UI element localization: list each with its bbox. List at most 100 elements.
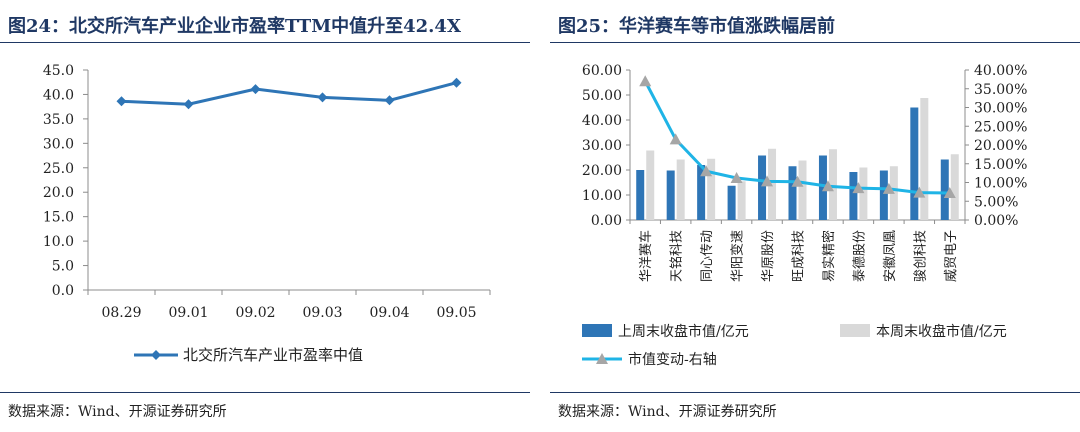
cap-change-point [943, 187, 956, 198]
last-week-cap-bar [940, 159, 949, 220]
this-week-cap-bar [646, 150, 655, 220]
last-week-cap-bar [849, 172, 858, 220]
cap-change-point [821, 180, 834, 192]
x-category-label: 华阳变速 [730, 230, 746, 282]
y-right-tick-label: 20.00% [974, 138, 1027, 154]
this-week-cap-bar [676, 159, 685, 220]
pe-median-line [121, 81, 457, 106]
last-week-cap-bar [758, 155, 767, 220]
y-tick-label: 20.0 [43, 185, 74, 201]
y-tick-label: 5.0 [52, 259, 74, 275]
left-chart-title: 图24：北交所汽车产业企业市盈率TTM中值升至42.4X [8, 16, 461, 37]
left-title-rule [0, 42, 530, 43]
this-week-cap-bar [768, 148, 777, 220]
y-left-tick-label: 40.00 [582, 113, 622, 129]
this-week-cap-bar [950, 154, 959, 220]
x-tick-label: 09.03 [302, 305, 342, 321]
legend-label: 北交所汽车产业市盈率中值 [183, 346, 363, 364]
this-week-cap-bar [707, 158, 716, 220]
x-category-label: 华洋赛车 [638, 230, 654, 282]
y-tick-label: 10.0 [43, 234, 74, 250]
cap-change-point [791, 175, 804, 187]
y-left-tick-label: 10.00 [582, 188, 622, 204]
y-tick-label: 40.0 [43, 87, 74, 103]
last-week-cap-bar [910, 107, 919, 220]
last-week-cap-bar [697, 165, 706, 220]
x-tick-label: 09.04 [369, 305, 409, 321]
x-category-label: 泰德股份 [852, 230, 867, 282]
cap-change-point [730, 172, 743, 183]
legend-this-week-label: 本周末收盘市值/亿元 [876, 323, 1007, 340]
x-category-label: 安徽凤凰 [883, 230, 898, 282]
y-right-tick-label: 15.00% [974, 157, 1027, 173]
this-week-cap-bar [798, 160, 807, 220]
pe-data-point [183, 99, 194, 110]
cap-change-point [669, 133, 682, 145]
y-right-tick-label: 40.00% [974, 63, 1027, 79]
x-tick-label: 09.01 [168, 305, 208, 321]
pe-line-chart: 0.0 5.0 10.0 15.0 20.0 25.0 30.0 35.0 40.0 45.0 08… [43, 63, 491, 364]
right-chart-title: 图25：华洋赛车等市值涨跌幅居前 [558, 16, 836, 37]
x-category-label: 华原股份 [761, 230, 776, 282]
cap-change-point [913, 186, 926, 198]
last-week-cap-bar [666, 170, 675, 220]
last-week-cap-bar [636, 170, 645, 220]
y-tick-label: 25.0 [43, 161, 74, 177]
this-week-cap-bar [828, 149, 837, 220]
last-week-cap-bar [879, 170, 888, 220]
y-right-tick-label: 10.00% [974, 176, 1027, 192]
y-left-tick-label: 50.00 [582, 88, 622, 104]
market-cap-combo-chart: 0.00 10.00 20.00 30.00 40.00 50.00 60.00 0.00% 5… [582, 63, 1027, 368]
x-category-label: 易实精密 [821, 230, 837, 282]
y-right-tick-label: 25.00% [974, 119, 1027, 135]
pe-data-point [250, 84, 261, 95]
legend-change-marker [596, 353, 608, 364]
cap-change-point [852, 182, 865, 194]
right-source-note: 数据来源：Wind、开源证券研究所 [558, 404, 777, 420]
y-right-tick-label: 0.00% [974, 213, 1018, 229]
y-tick-label: 30.0 [43, 136, 74, 152]
x-category-label: 同心传动 [700, 230, 715, 282]
last-week-cap-bar [818, 155, 827, 220]
y-tick-label: 35.0 [43, 112, 74, 128]
last-week-cap-bar [788, 166, 797, 220]
legend-this-week-swatch [840, 324, 870, 337]
this-week-cap-bar [920, 98, 929, 220]
y-left-tick-label: 60.00 [582, 63, 622, 79]
this-week-cap-bar [859, 167, 868, 220]
legend-diamond-marker [151, 350, 161, 360]
right-chart-panel: 图25：华洋赛车等市值涨跌幅居前 0.00 10.00 20.00 30.00 40.0… [550, 0, 1080, 432]
y-tick-label: 45.0 [43, 63, 74, 79]
cap-change-point [700, 165, 713, 177]
y-left-tick-label: 30.00 [582, 138, 622, 154]
cap-change-point [882, 182, 895, 194]
legend-change-label: 市值变动-右轴 [628, 351, 717, 368]
left-source-rule [0, 392, 530, 393]
pe-data-point [317, 92, 328, 103]
cap-change-point [761, 175, 774, 187]
right-source-rule [550, 392, 1080, 393]
y-right-tick-label: 35.00% [974, 82, 1027, 98]
y-left-tick-label: 20.00 [582, 163, 622, 179]
x-tick-label: 09.05 [436, 305, 476, 321]
x-category-label: 旺成科技 [792, 230, 807, 282]
x-tick-label: 08.29 [101, 305, 141, 321]
legend-last-week-swatch [582, 324, 612, 337]
pe-data-point [384, 95, 395, 106]
right-title-rule [550, 42, 1080, 43]
last-week-cap-bar [727, 185, 736, 220]
left-source-note: 数据来源：Wind、开源证券研究所 [8, 404, 227, 420]
x-category-label: 天铭科技 [670, 230, 685, 282]
left-chart-panel: 图24：北交所汽车产业企业市盈率TTM中值升至42.4X 0.0 5.0 10.0 1… [0, 0, 530, 432]
cap-change-point [639, 75, 652, 87]
x-category-label: 骏创科技 [913, 230, 928, 282]
y-right-tick-label: 30.00% [974, 101, 1027, 117]
x-category-label: 威贸电子 [944, 230, 959, 282]
legend-last-week-label: 上周末收盘市值/亿元 [618, 323, 749, 340]
pe-data-point [116, 96, 127, 107]
pe-data-point [451, 77, 462, 88]
x-tick-label: 09.02 [235, 305, 275, 321]
this-week-cap-bar [737, 181, 746, 220]
y-tick-label: 15.0 [43, 210, 74, 226]
y-right-tick-label: 5.00% [974, 194, 1018, 210]
